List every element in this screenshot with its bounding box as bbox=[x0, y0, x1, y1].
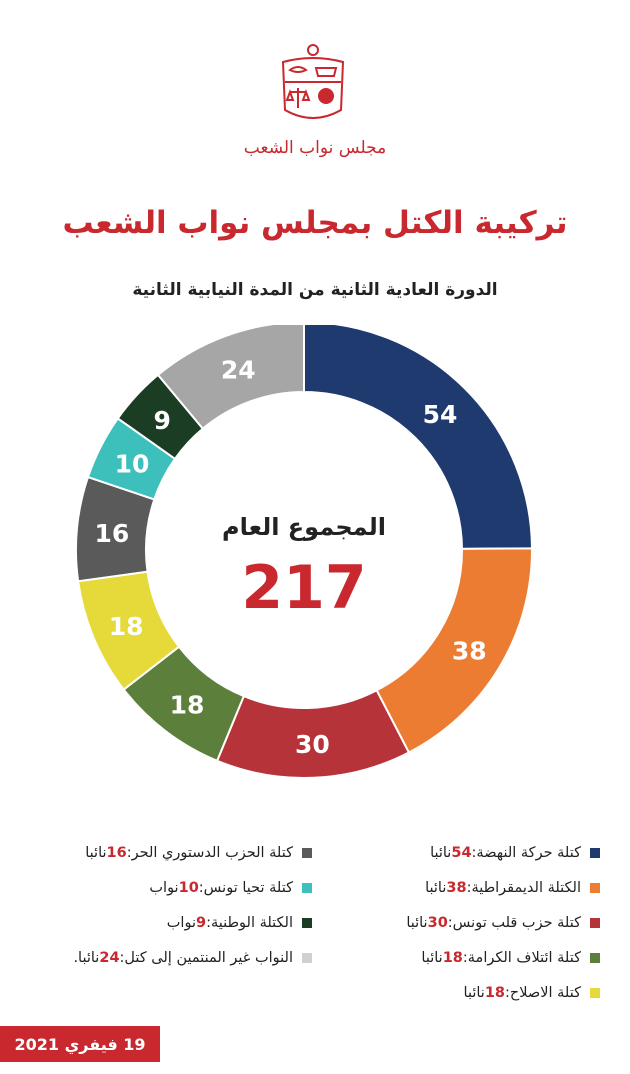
legend-item-right-3: كتلة ائتلاف الكرامة: 18 نائبا bbox=[421, 945, 600, 971]
logo-text: مجلس نواب الشعب bbox=[243, 138, 387, 158]
donut-slice-0 bbox=[303, 325, 534, 550]
total-label: المجموع العام bbox=[222, 513, 386, 541]
legend-label: كتلة حركة النهضة: bbox=[471, 845, 581, 861]
legend-item-left-0: كتلة الحزب الدستوري الحر: 16 نائبا bbox=[85, 840, 312, 866]
legend-unit: نائبا. bbox=[73, 950, 100, 966]
legend-swatch bbox=[590, 953, 600, 963]
legend-swatch bbox=[302, 848, 312, 858]
legend-unit: نائبا bbox=[85, 845, 107, 861]
legend-unit: نائبا bbox=[421, 950, 443, 966]
page-subtitle: الدورة العادية الثانية من المدة النيابية… bbox=[132, 280, 498, 300]
legend-item-right-4: كتلة الاصلاح: 18 نائبا bbox=[464, 980, 600, 1006]
legend-swatch bbox=[590, 918, 600, 928]
slice-value-label-5: 16 bbox=[94, 519, 129, 548]
page-title: تركيبة الكتل بمجلس نواب الشعب bbox=[62, 205, 568, 241]
legend-swatch bbox=[302, 918, 312, 928]
legend-label: النواب غير المنتمين إلى كتل: bbox=[119, 950, 293, 966]
legend-label: كتلة ائتلاف الكرامة: bbox=[462, 950, 581, 966]
legend-unit: نواب bbox=[166, 915, 196, 931]
legend-label: كتلة تحيا تونس: bbox=[198, 880, 293, 896]
legend-count: 24 bbox=[99, 950, 120, 966]
legend-item-right-0: كتلة حركة النهضة: 54 نائبا bbox=[430, 840, 600, 866]
legend-swatch bbox=[590, 883, 600, 893]
legend-unit: نائبا bbox=[425, 880, 447, 896]
legend-count: 54 bbox=[451, 845, 472, 861]
legend-label: الكتلة الديمقراطية: bbox=[466, 880, 581, 896]
legend-swatch bbox=[302, 883, 312, 893]
legend-label: الكتلة الوطنية: bbox=[206, 915, 293, 931]
legend-count: 10 bbox=[178, 880, 199, 896]
legend-swatch bbox=[590, 988, 600, 998]
legend-label: كتلة حزب قلب تونس: bbox=[447, 915, 581, 931]
slice-value-label-6: 10 bbox=[115, 450, 150, 479]
legend-count: 30 bbox=[427, 915, 448, 931]
legend-label: كتلة الحزب الدستوري الحر: bbox=[126, 845, 293, 861]
legend-item-left-1: كتلة تحيا تونس: 10 نواب bbox=[149, 875, 312, 901]
total-value: 217 bbox=[241, 553, 366, 623]
donut-chart: 54 38 30 18 18 16 109 24 المجموع العام 217 bbox=[75, 325, 534, 779]
date-badge: 19 فيفري 2021 bbox=[0, 1026, 160, 1062]
legend-swatch bbox=[590, 848, 600, 858]
slice-value-label-3: 18 bbox=[170, 690, 205, 719]
slice-value-label-1: 38 bbox=[452, 637, 487, 666]
slice-value-label-4: 18 bbox=[109, 612, 144, 641]
legend-swatch bbox=[302, 953, 312, 963]
legend-count: 38 bbox=[446, 880, 467, 896]
parliament-emblem-icon bbox=[281, 44, 345, 119]
legend-item-right-1: الكتلة الديمقراطية: 38 نائبا bbox=[425, 875, 600, 901]
legend-count: 18 bbox=[484, 985, 506, 1001]
legend-unit: نائبا bbox=[430, 845, 452, 861]
slice-value-label-7: 9 bbox=[154, 406, 171, 435]
legend-count: 18 bbox=[442, 950, 463, 966]
legend-count: 9 bbox=[196, 915, 207, 931]
legend-item-left-3: النواب غير المنتمين إلى كتل: 24 نائبا. bbox=[73, 945, 312, 971]
slice-value-label-2: 30 bbox=[295, 730, 330, 759]
legend-unit: نائبا bbox=[463, 985, 485, 1001]
donut-slice-8 bbox=[156, 325, 305, 431]
legend-unit: نائبا bbox=[406, 915, 428, 931]
legend-label: كتلة الاصلاح: bbox=[505, 985, 581, 1001]
slice-value-label-8: 24 bbox=[221, 356, 256, 385]
legend-unit: نواب bbox=[149, 880, 179, 896]
slice-value-label-0: 54 bbox=[423, 400, 458, 429]
legend-item-right-2: كتلة حزب قلب تونس: 30 نائبا bbox=[406, 910, 600, 936]
legend-count: 16 bbox=[106, 845, 127, 861]
legend-item-left-2: الكتلة الوطنية: 9 نواب bbox=[167, 910, 312, 936]
